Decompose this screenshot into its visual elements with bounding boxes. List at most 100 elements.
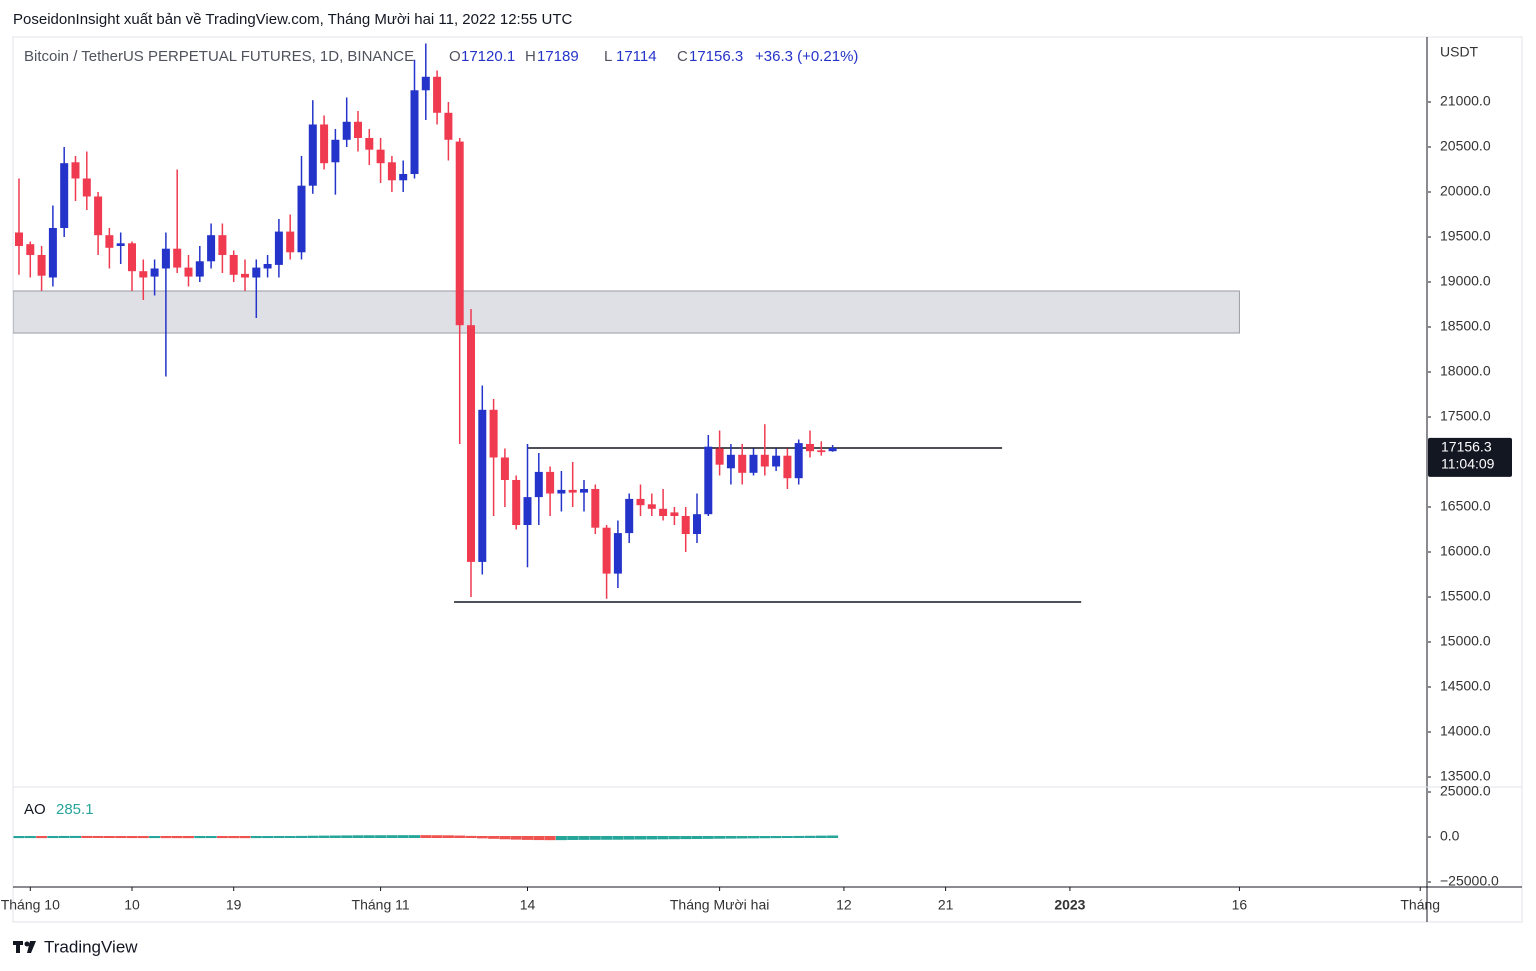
ao-pane	[13, 835, 839, 841]
ao-y-tick-label: 25000.0	[1440, 783, 1491, 799]
candle-body	[602, 527, 611, 574]
y-tick-label: 17500.0	[1440, 408, 1491, 424]
candle-body	[263, 263, 272, 269]
ao-bar	[329, 835, 341, 839]
y-tick-label: 19500.0	[1440, 228, 1491, 244]
candle-body	[421, 76, 430, 91]
candle-body	[478, 409, 487, 562]
ao-bar	[612, 836, 624, 840]
candle-body	[772, 455, 781, 467]
candle-body	[286, 231, 295, 253]
y-tick-label: 13500.0	[1440, 768, 1491, 784]
ao-bar	[522, 836, 534, 840]
candle-body	[252, 267, 261, 278]
brand: TradingView	[44, 937, 138, 956]
ao-bar	[420, 835, 432, 838]
candle-body	[659, 508, 668, 516]
axis-unit: USDT	[1440, 44, 1479, 60]
candle-body	[613, 533, 622, 574]
candle-body	[806, 443, 815, 452]
y-tick-label: 20000.0	[1440, 183, 1491, 199]
y-tick-label: 16000.0	[1440, 543, 1491, 559]
candle-body	[150, 268, 159, 277]
change: +36.3 (+0.21%)	[755, 48, 858, 65]
ao-bar	[341, 835, 353, 838]
candle-body	[512, 479, 521, 525]
legend-value: 17156.3	[689, 48, 743, 65]
x-tick-label: Tháng 10	[1, 897, 60, 913]
candle-body	[557, 489, 566, 494]
candle-body	[14, 232, 23, 246]
legend-key: L	[604, 48, 612, 65]
candle-body	[320, 124, 329, 164]
candle-body	[546, 471, 555, 494]
ao-bar	[488, 836, 500, 839]
y-tick-label: 19000.0	[1440, 273, 1491, 289]
candle-body	[466, 325, 475, 562]
candle-body	[218, 235, 227, 255]
candle-body	[127, 243, 136, 272]
ao-bar	[408, 835, 420, 838]
candle-body	[749, 454, 758, 473]
ao-bar	[510, 836, 522, 840]
x-tick-label: 12	[836, 897, 852, 913]
x-tick-label: 19	[226, 897, 242, 913]
x-tick-label: 21	[938, 897, 954, 913]
candle-body	[760, 454, 769, 467]
ao-bar	[691, 836, 703, 840]
y-tick-label: 20500.0	[1440, 138, 1491, 154]
x-tick-label: 2023	[1054, 897, 1085, 913]
indicator-name: AO	[24, 801, 46, 818]
x-tick-label: Tháng	[1400, 897, 1440, 913]
ao-bar	[352, 835, 364, 839]
y-tick-label: 15000.0	[1440, 633, 1491, 649]
candle-body	[105, 235, 114, 248]
candle-body	[523, 497, 532, 525]
candle-body	[828, 447, 837, 452]
ao-bar	[657, 836, 669, 840]
candle-body	[229, 254, 238, 275]
ao-bar	[827, 835, 839, 838]
candle-body	[647, 504, 656, 509]
y-tick-label: 15500.0	[1440, 588, 1491, 604]
candle-body	[71, 162, 80, 179]
indicator-value: 285.1	[56, 801, 94, 818]
ao-bar	[601, 836, 613, 840]
ao-bar	[397, 835, 409, 838]
y-tick-label: 16500.0	[1440, 498, 1491, 514]
candle-body	[37, 254, 46, 276]
candle-body	[207, 235, 216, 262]
candle-body	[534, 471, 543, 498]
x-tick-label: Tháng 11	[352, 897, 410, 913]
price-tag	[1428, 437, 1512, 477]
ao-bar	[544, 836, 556, 841]
ao-bar	[567, 836, 579, 840]
candle-body	[308, 124, 317, 186]
ao-bar	[499, 836, 511, 840]
ao-bar	[635, 836, 647, 840]
x-tick-label: Tháng Mười hai	[670, 897, 769, 913]
y-tick-label: 21000.0	[1440, 93, 1491, 109]
price-pane	[13, 43, 1240, 603]
y-tick-label: 14000.0	[1440, 723, 1491, 739]
candle-body	[48, 227, 57, 278]
candle-body	[738, 454, 747, 473]
candle-body	[60, 163, 69, 228]
candle-body	[726, 454, 735, 469]
ao-bar	[702, 836, 714, 839]
candle-body	[693, 514, 702, 534]
candle-body	[444, 112, 453, 140]
ao-bar	[725, 836, 737, 839]
candle-body	[353, 121, 362, 138]
candle-body	[681, 515, 690, 534]
candle-body	[376, 149, 385, 164]
candle-body	[489, 409, 498, 458]
ao-y-tick-label: −25000.0	[1440, 873, 1499, 889]
legend-key: C	[677, 48, 688, 65]
symbol: Bitcoin / TetherUS PERPETUAL FUTURES, 1D…	[24, 48, 414, 65]
candle-body	[783, 455, 792, 479]
header: PoseidonInsight xuất bản về TradingView.…	[13, 11, 573, 28]
candle-body	[625, 498, 634, 534]
ao-bar	[431, 835, 443, 839]
candle-body	[94, 196, 103, 236]
